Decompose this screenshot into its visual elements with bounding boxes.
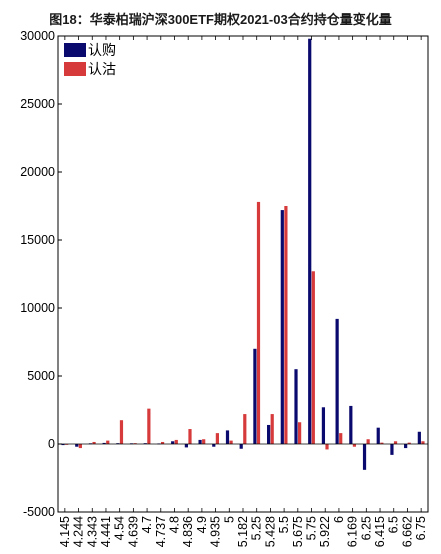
bar-put-4.54 — [119, 420, 124, 444]
bar-put-4.935 — [215, 433, 219, 444]
bar-call-6.75 — [417, 431, 421, 444]
bar-put-6.169 — [352, 444, 357, 447]
bar-call-6.415 — [376, 427, 380, 444]
bar-put-4.836 — [188, 429, 192, 444]
bar-put-4.244 — [78, 444, 82, 449]
x-tick-label: 6 — [332, 516, 346, 523]
bar-call-5.182 — [239, 444, 243, 449]
legend-swatch-put — [64, 62, 86, 76]
bar-call-4.441 — [102, 442, 106, 444]
bar-put-6.75 — [421, 441, 425, 444]
x-tick-label: 4.54 — [113, 516, 127, 540]
bar-call-4.9 — [198, 439, 202, 444]
bar-call-5 — [225, 430, 230, 444]
y-tick-label: 0 — [48, 437, 55, 451]
bar-call-6.25 — [362, 444, 367, 470]
bar-call-4.8 — [171, 441, 175, 444]
x-tick-label: 4.441 — [99, 516, 113, 547]
bar-put-5.25 — [256, 201, 261, 444]
x-tick-label: 6.5 — [387, 516, 401, 533]
x-tick-label: 4.836 — [181, 516, 195, 547]
bar-call-4.7 — [143, 443, 147, 444]
bar-put-4.8 — [174, 439, 178, 444]
x-tick-label: 4.343 — [85, 516, 99, 547]
bar-call-4.935 — [212, 444, 216, 447]
bar-put-6 — [339, 433, 343, 444]
bar-put-5.922 — [325, 444, 329, 450]
bar-put-4.9 — [202, 439, 206, 444]
bar-put-6.662 — [407, 442, 411, 444]
bar-call-5.75 — [308, 38, 312, 444]
bar-put-5.5 — [284, 206, 288, 444]
y-tick-label: 25000 — [20, 97, 55, 111]
y-tick-label: 15000 — [20, 233, 55, 247]
bar-put-5.182 — [243, 414, 247, 444]
x-tick-label: 5.5 — [277, 516, 291, 533]
bar-call-6 — [335, 318, 339, 444]
bar-put-5 — [229, 440, 233, 444]
y-tick-label: 20000 — [20, 165, 55, 179]
bar-put-6.5 — [393, 441, 398, 444]
x-tick-label: 6.662 — [400, 516, 414, 547]
bar-call-4.836 — [184, 444, 188, 448]
x-tick-label: 5 — [222, 516, 236, 523]
bar-put-6.25 — [366, 439, 370, 444]
x-tick-label: 4.935 — [209, 516, 223, 547]
axes-layer: -5000 0 5000 10000 15000 20000 25000 30000 4.145… — [20, 29, 429, 547]
plot-frame — [57, 35, 429, 513]
bars-layer — [61, 38, 425, 470]
y-tick-label: -5000 — [23, 505, 55, 519]
bar-call-5.5 — [280, 210, 284, 444]
bar-call-5.675 — [294, 369, 298, 444]
y-tick-label: 5000 — [27, 369, 55, 383]
x-tick-label: 4.639 — [126, 516, 140, 547]
x-tick-label: 6.25 — [359, 516, 373, 540]
bar-call-5.25 — [253, 348, 257, 444]
bar-call-6.5 — [390, 444, 394, 455]
bar-put-5.428 — [270, 414, 274, 444]
bar-call-5.922 — [321, 407, 326, 444]
legend-label-put: 认沽 — [88, 61, 116, 77]
x-tick-label: 4.9 — [195, 516, 209, 533]
bar-put-6.415 — [380, 442, 384, 444]
x-tick-label: 4.145 — [58, 516, 72, 547]
bar-put-4.343 — [92, 441, 96, 444]
x-tick-label: 5.75 — [305, 516, 319, 540]
y-tick-label: 10000 — [20, 301, 55, 315]
y-tick-label: 30000 — [20, 29, 55, 43]
bar-put-4.737 — [160, 441, 165, 444]
bar-put-4.7 — [147, 408, 151, 444]
bar-call-4.54 — [116, 443, 120, 444]
x-tick-label: 4.244 — [72, 516, 86, 547]
bar-call-6.169 — [349, 405, 353, 444]
x-tick-label: 5.428 — [263, 516, 277, 547]
bar-put-5.75 — [311, 271, 315, 444]
bar-put-5.675 — [298, 422, 302, 444]
bar-call-6.662 — [404, 444, 408, 449]
x-tick-label: 5.675 — [291, 516, 305, 547]
legend-swatch-call — [64, 43, 86, 57]
bar-put-4.639 — [133, 443, 137, 444]
x-tick-label: 5.922 — [318, 516, 332, 547]
bar-call-5.428 — [267, 424, 271, 444]
x-tick-label: 5.25 — [250, 516, 264, 540]
x-tick-label: 4.8 — [167, 516, 181, 533]
x-tick-label: 4.7 — [140, 516, 154, 533]
x-tick-label: 5.182 — [236, 516, 250, 547]
bar-put-4.441 — [106, 440, 110, 444]
legend-label-call: 认购 — [88, 42, 116, 58]
bar-call-4.244 — [75, 444, 79, 447]
x-tick-label: 4.737 — [154, 516, 168, 547]
x-tick-label: 6.169 — [346, 516, 360, 547]
bar-call-4.145 — [61, 444, 65, 446]
x-tick-label: 6.415 — [373, 516, 387, 547]
x-tick-label: 6.75 — [414, 516, 428, 540]
chart-title: 图18：华泰柏瑞沪深300ETF期权2021-03合约持仓量变化量 — [49, 12, 392, 27]
